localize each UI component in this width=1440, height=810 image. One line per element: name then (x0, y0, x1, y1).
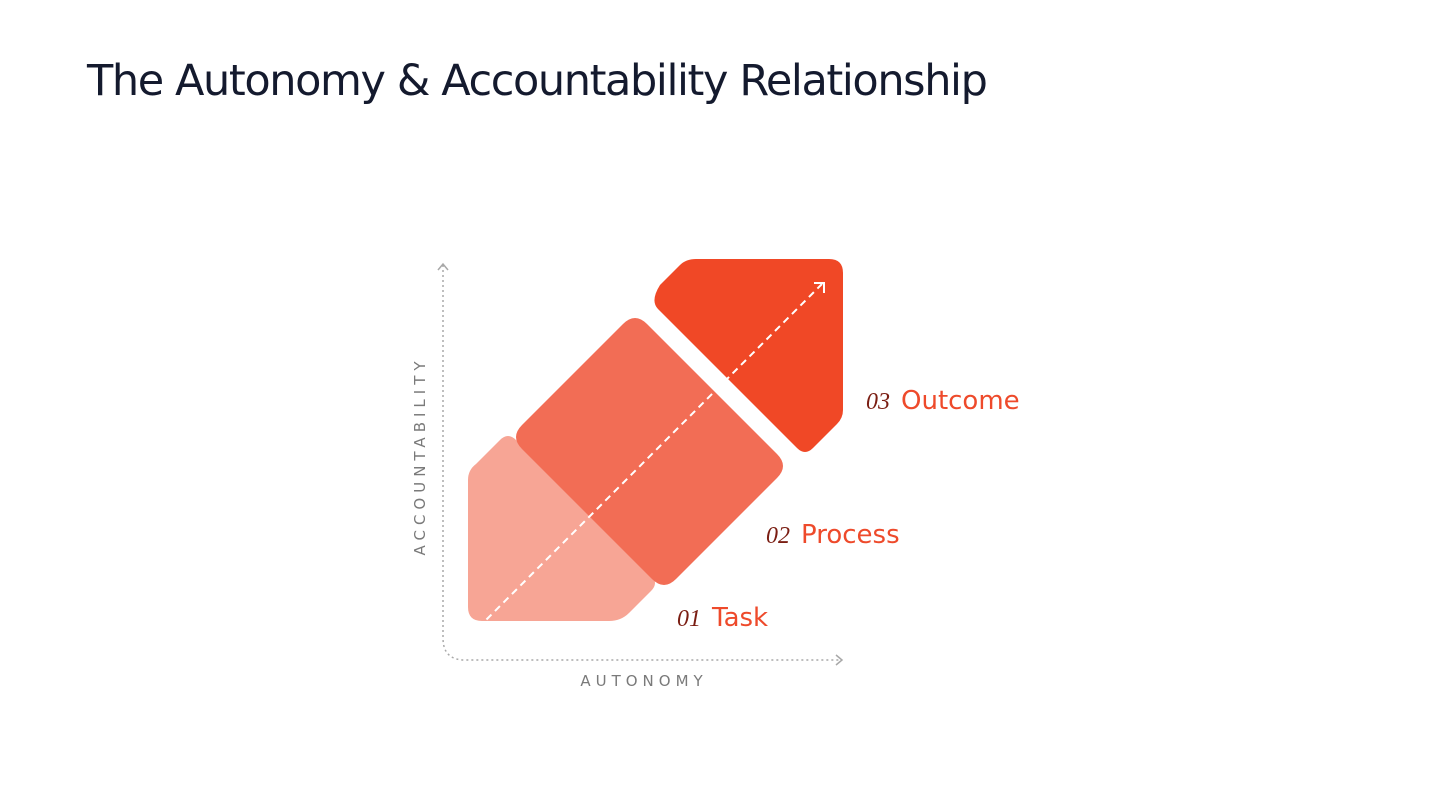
stage-number-process: 02 (766, 523, 790, 549)
progression-dashed-line (477, 283, 823, 629)
stage-number-outcome: 03 (866, 389, 890, 415)
stage-shape-task (468, 436, 655, 621)
stage-shape-process (516, 318, 783, 585)
progression-arrowhead-icon (814, 282, 825, 293)
page-title: The Autonomy & Accountability Relationsh… (87, 56, 988, 106)
stage-name-outcome: Outcome (901, 386, 1020, 416)
stage-name-process: Process (801, 520, 900, 550)
x-axis-arrow-icon (835, 654, 844, 666)
stage-name-task: Task (711, 603, 768, 633)
x-axis-label: AUTONOMY (580, 672, 707, 690)
axis-lines (442, 265, 840, 661)
y-axis-label: ACCOUNTABILITY (411, 356, 429, 555)
y-axis-arrow-icon (437, 262, 449, 271)
stage-shape-outcome (654, 259, 843, 452)
stage-number-task: 01 (677, 606, 701, 632)
